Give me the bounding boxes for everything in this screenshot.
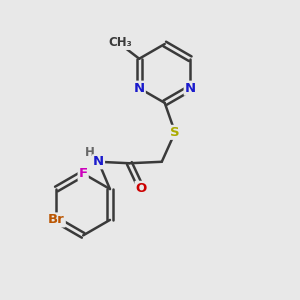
Text: S: S <box>170 126 180 139</box>
Text: Br: Br <box>48 213 65 226</box>
Text: O: O <box>136 182 147 195</box>
Text: N: N <box>134 82 145 95</box>
Text: N: N <box>185 82 196 95</box>
Text: CH₃: CH₃ <box>108 36 132 49</box>
Text: H: H <box>85 146 95 159</box>
Text: N: N <box>93 155 104 168</box>
Text: F: F <box>79 167 88 180</box>
